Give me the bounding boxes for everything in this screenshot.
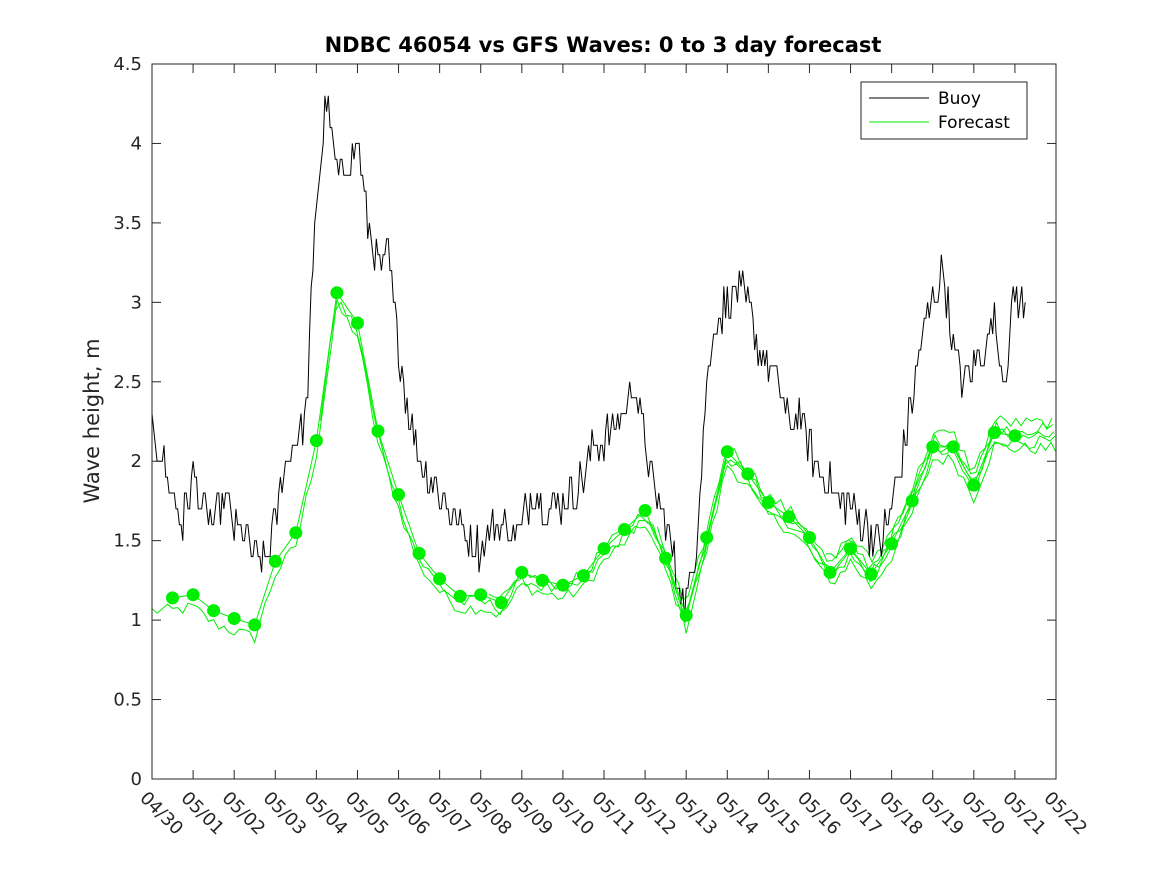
forecast-marker xyxy=(289,526,303,540)
y-axis-label: Wave height, m xyxy=(80,338,104,503)
forecast-marker xyxy=(227,612,241,625)
chart-title: NDBC 46054 vs GFS Waves: 0 to 3 day fore… xyxy=(325,33,882,57)
forecast-marker xyxy=(618,523,631,536)
forecast-marker xyxy=(638,504,652,517)
forecast-marker xyxy=(987,426,1001,440)
forecast-marker xyxy=(248,618,262,632)
forecast-marker xyxy=(864,567,878,581)
forecast-marker xyxy=(474,588,488,602)
forecast-marker xyxy=(351,316,364,330)
forecast-marker xyxy=(207,604,221,618)
y-tick-label: 2.5 xyxy=(113,372,142,393)
forecast-marker xyxy=(597,542,611,556)
forecast-marker xyxy=(946,440,960,454)
forecast-marker xyxy=(433,572,447,586)
forecast-marker xyxy=(268,554,282,568)
forecast-marker xyxy=(741,467,755,481)
y-tick-label: 4.5 xyxy=(113,54,142,75)
forecast-marker xyxy=(659,551,673,565)
forecast-marker xyxy=(556,578,570,592)
forecast-ensemble-line xyxy=(825,415,1053,564)
y-tick-label: 3.5 xyxy=(113,213,142,234)
forecast-marker xyxy=(803,531,816,544)
forecast-marker xyxy=(720,445,734,459)
forecast-marker xyxy=(844,542,857,556)
forecast-marker xyxy=(453,589,467,603)
y-axis: 0 0.5 1 1.5 2 2.5 3 3.5 4 4.5 xyxy=(113,54,1056,790)
y-tick-label: 0.5 xyxy=(113,690,142,711)
y-tick-label: 0 xyxy=(131,769,142,790)
forecast-marker xyxy=(700,531,714,544)
plot-area xyxy=(152,64,1056,779)
forecast-marker xyxy=(535,573,549,587)
forecast-marker xyxy=(1008,429,1022,443)
forecast-marker xyxy=(309,434,323,448)
forecast-marker xyxy=(782,510,796,524)
forecast-marker xyxy=(186,588,200,602)
forecast-marker xyxy=(885,537,899,551)
legend: Buoy Forecast xyxy=(860,81,1028,140)
forecast-marker xyxy=(330,286,344,300)
forecast-marker xyxy=(905,494,919,508)
forecast-marker xyxy=(679,608,693,622)
legend-box xyxy=(860,81,1028,140)
forecast-markers xyxy=(166,286,1022,632)
y-tick-label: 3 xyxy=(131,292,142,313)
forecast-marker xyxy=(515,565,529,579)
legend-label-forecast: Forecast xyxy=(938,113,1010,133)
y-tick-label: 4 xyxy=(131,133,142,154)
forecast-marker xyxy=(371,424,385,438)
forecast-marker xyxy=(967,478,981,492)
forecast-marker xyxy=(577,569,590,583)
series-line-buoy xyxy=(151,95,1026,621)
forecast-marker xyxy=(926,440,940,454)
forecast-marker xyxy=(392,488,405,502)
y-tick-label: 1.5 xyxy=(113,531,142,552)
forecast-marker xyxy=(494,596,508,610)
y-tick-label: 2 xyxy=(131,451,142,472)
legend-label-buoy: Buoy xyxy=(938,89,981,109)
y-tick-label: 1 xyxy=(131,610,142,631)
forecast-marker xyxy=(761,496,775,509)
forecast-ensemble-line xyxy=(151,299,1057,644)
forecast-marker xyxy=(412,546,426,560)
forecast-marker xyxy=(166,591,179,605)
forecast-marker xyxy=(823,565,837,579)
